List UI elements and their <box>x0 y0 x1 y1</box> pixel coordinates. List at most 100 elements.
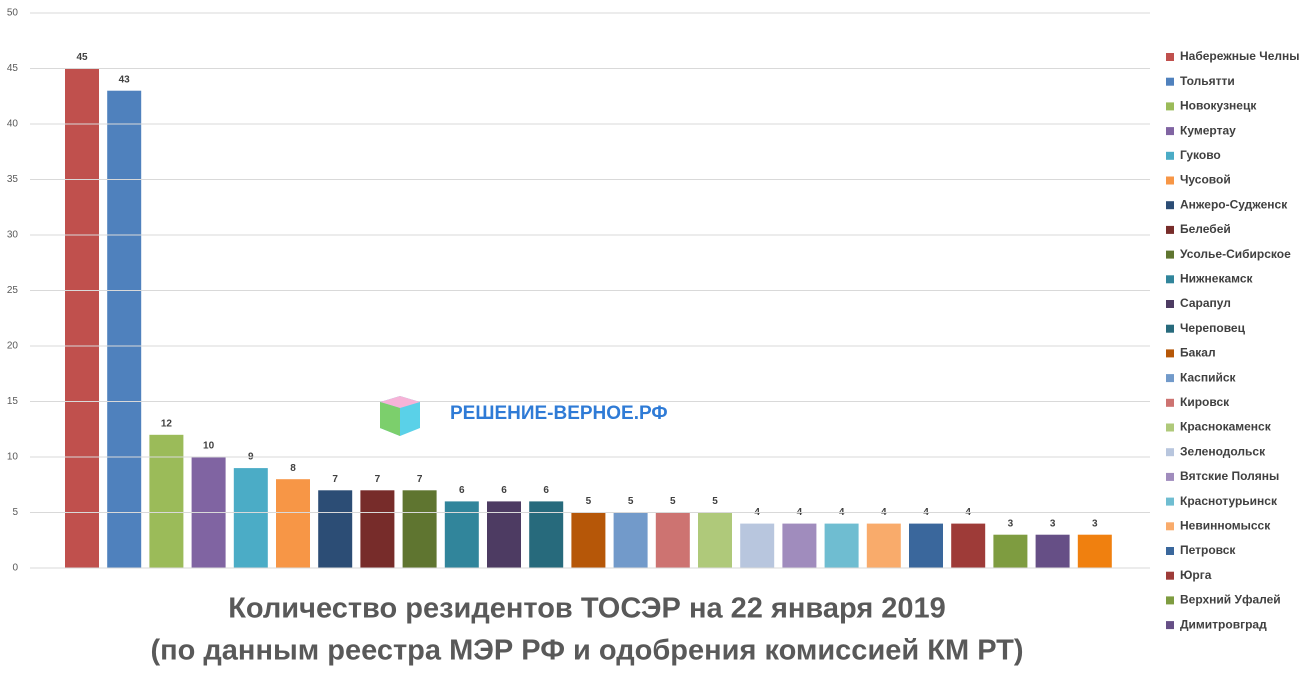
legend-label: Анжеро-Судженск <box>1180 197 1288 211</box>
legend-swatch <box>1166 398 1174 407</box>
legend-label: Усолье-Сибирское <box>1180 247 1291 261</box>
bar <box>571 512 606 568</box>
bar <box>613 512 648 568</box>
legend-label: Чусовой <box>1180 173 1231 187</box>
data-label: 3 <box>1008 518 1014 529</box>
legend-label: Кумертау <box>1180 123 1236 137</box>
data-label: 6 <box>501 485 507 496</box>
bar <box>824 523 859 568</box>
y-tick-label: 35 <box>7 174 19 185</box>
legend-swatch <box>1166 522 1174 531</box>
y-tick-label: 20 <box>7 341 19 352</box>
chart-subtitle: (по данным реестра МЭР РФ и одобрения ко… <box>150 635 1023 667</box>
watermark: РЕШЕНИЕ-ВЕРНОЕ.РФ <box>380 396 668 436</box>
bar <box>276 479 310 568</box>
bar <box>487 501 521 568</box>
legend-label: Каспийск <box>1180 370 1236 384</box>
bar <box>318 490 353 568</box>
bar <box>444 501 479 568</box>
legend-label: Сарапул <box>1180 296 1231 310</box>
data-label: 3 <box>1050 518 1056 529</box>
legend-label: Кировск <box>1180 395 1230 409</box>
bar <box>782 523 817 568</box>
legend-label: Димитровград <box>1180 617 1267 631</box>
bar <box>233 468 268 568</box>
bar <box>1035 534 1070 568</box>
y-tick-label: 15 <box>7 396 19 407</box>
legend-swatch <box>1166 571 1174 580</box>
legend-swatch <box>1166 497 1174 506</box>
bar <box>866 523 901 568</box>
data-label: 43 <box>119 74 131 85</box>
legend-label: Тольятти <box>1180 74 1235 88</box>
legend-swatch <box>1166 275 1174 284</box>
legend-swatch <box>1166 225 1174 234</box>
data-label: 10 <box>203 441 215 452</box>
legend-label: Гуково <box>1180 148 1221 162</box>
legend-swatch <box>1166 423 1174 432</box>
legend-swatch <box>1166 151 1174 160</box>
bar <box>65 68 99 568</box>
y-tick-label: 45 <box>7 63 19 74</box>
y-tick-label: 0 <box>12 563 18 574</box>
data-label: 7 <box>332 474 338 485</box>
legend-label: Зеленодольск <box>1180 444 1266 458</box>
y-tick-label: 40 <box>7 119 19 130</box>
data-label: 6 <box>543 485 549 496</box>
legend-swatch <box>1166 127 1174 136</box>
data-label: 45 <box>76 52 88 63</box>
data-label: 5 <box>670 496 676 507</box>
y-tick-label: 30 <box>7 230 19 241</box>
legend-label: Верхний Уфалей <box>1180 593 1281 607</box>
legend-label: Набережные Челны <box>1180 49 1300 63</box>
legend-label: Петровск <box>1180 543 1236 557</box>
legend-label: Нижнекамск <box>1180 271 1254 285</box>
watermark-logo-side <box>380 402 400 436</box>
bar <box>149 434 184 568</box>
bar <box>740 523 775 568</box>
legend-swatch <box>1166 374 1174 383</box>
legend-label: Белебей <box>1180 222 1231 236</box>
legend-label: Краснотурьинск <box>1180 494 1278 508</box>
legend-swatch <box>1166 250 1174 259</box>
data-label: 7 <box>417 474 423 485</box>
legend-label: Бакал <box>1180 346 1216 360</box>
bar <box>698 512 732 568</box>
bar <box>909 523 943 568</box>
bar <box>655 512 690 568</box>
bar <box>529 501 564 568</box>
data-label: 5 <box>586 496 592 507</box>
legend-label: Краснокаменск <box>1180 420 1272 434</box>
data-label: 5 <box>628 496 634 507</box>
watermark-text: РЕШЕНИЕ-ВЕРНОЕ.РФ <box>450 403 668 424</box>
bar <box>951 523 986 568</box>
legend-label: Невинномысск <box>1180 518 1271 532</box>
chart-title: Количество резидентов ТОСЭР на 22 января… <box>228 593 946 625</box>
y-tick-label: 25 <box>7 285 19 296</box>
legend-swatch <box>1166 102 1174 111</box>
legend-swatch <box>1166 472 1174 481</box>
legend-swatch <box>1166 324 1174 333</box>
legend-swatch <box>1166 176 1174 185</box>
data-label: 3 <box>1092 518 1098 529</box>
y-tick-label: 5 <box>12 507 18 518</box>
legend-swatch <box>1166 448 1174 457</box>
bar <box>993 534 1028 568</box>
data-label: 6 <box>459 485 465 496</box>
legend-swatch <box>1166 547 1174 555</box>
legend-swatch <box>1166 300 1174 308</box>
legend-swatch <box>1166 53 1174 61</box>
data-label: 7 <box>375 474 381 485</box>
legend-label: Новокузнецк <box>1180 99 1257 113</box>
legend-swatch <box>1166 621 1174 630</box>
legend-swatch <box>1166 596 1174 605</box>
legend-label: Юрга <box>1180 568 1212 582</box>
data-label: 12 <box>161 418 173 429</box>
bar <box>402 490 437 568</box>
legend-label: Череповец <box>1180 321 1246 335</box>
y-tick-label: 10 <box>7 452 19 463</box>
bar <box>360 490 395 568</box>
y-tick-label: 50 <box>7 8 19 19</box>
bar <box>107 90 142 568</box>
